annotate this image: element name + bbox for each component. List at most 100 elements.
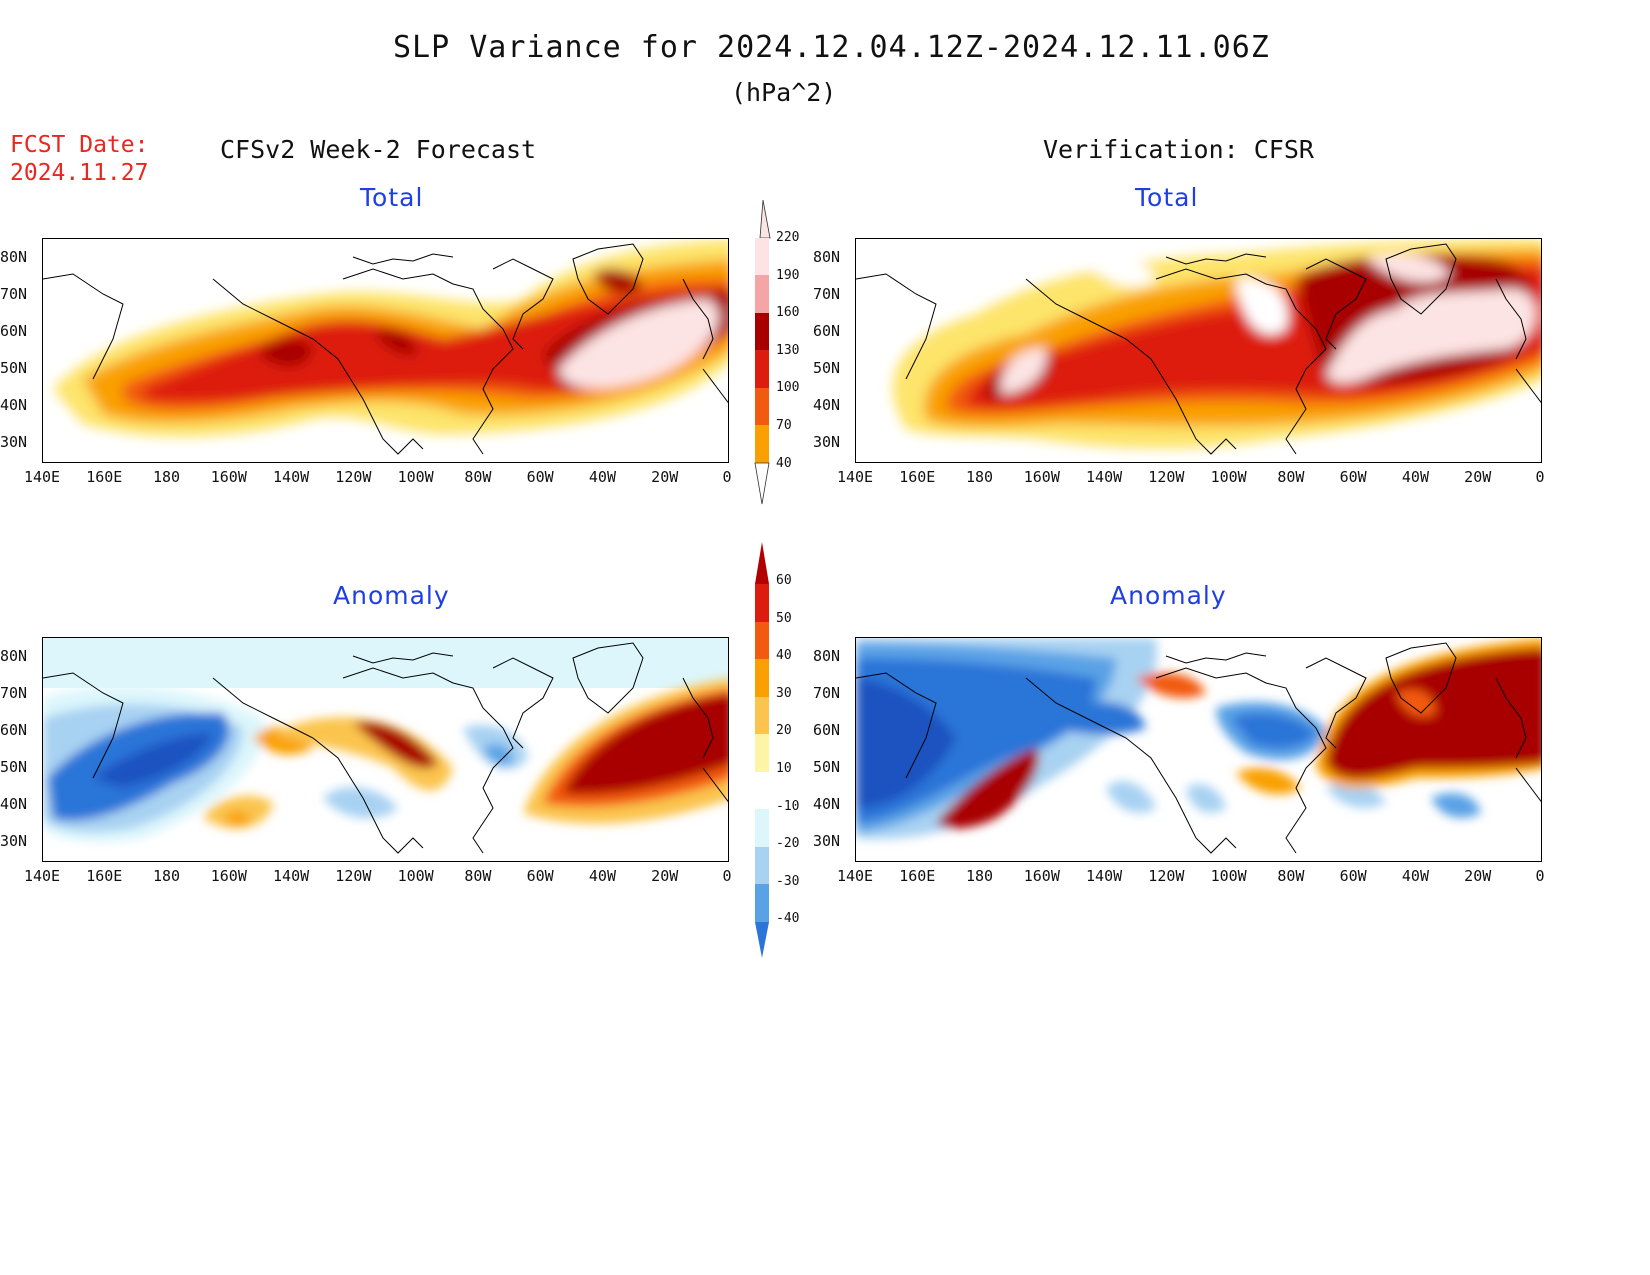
units-label: (hPa^2) — [731, 78, 837, 107]
lon-tick-label: 140E — [23, 867, 61, 885]
fcst-date-value: 2024.11.27 — [10, 160, 149, 186]
lon-tick-label: 20W — [1464, 867, 1492, 885]
lat-tick-label: 70N — [0, 683, 28, 702]
colorbar-anomaly-tick: 60 — [776, 573, 792, 588]
lon-tick-label: 120W — [1148, 468, 1185, 486]
lon-tick-label: 160W — [210, 468, 247, 486]
panel-title-verification-total: Total — [1135, 183, 1199, 212]
lat-tick-label: 50N — [813, 359, 841, 378]
lon-tick-label: 60W — [526, 867, 554, 885]
colorbar-anomaly-tick: -30 — [776, 874, 800, 889]
chart-title: SLP Variance for 2024.12.04.12Z-2024.12.… — [393, 30, 1270, 65]
lon-tick-label: 0 — [1535, 468, 1545, 486]
lat-tick-label: 50N — [0, 359, 28, 378]
lon-tick-label: 160E — [86, 468, 123, 486]
lat-tick-label: 70N — [0, 284, 28, 303]
lon-tick-label: 80W — [1277, 867, 1305, 885]
colorbar-total-tick: 70 — [776, 418, 792, 433]
lon-tick-label: 40W — [1401, 867, 1429, 885]
lat-tick-label: 50N — [813, 758, 841, 777]
lat-tick-label: 30N — [0, 832, 28, 851]
lat-tick-label: 40N — [813, 795, 841, 814]
lon-tick-label: 140W — [273, 468, 310, 486]
lat-tick-label: 40N — [813, 396, 841, 415]
map-verification-anomaly — [855, 637, 1542, 862]
map-forecast-total — [42, 238, 729, 463]
colorbar-total-tick: 130 — [776, 343, 800, 358]
panel-title-forecast-anomaly: Anomaly — [333, 581, 450, 610]
lon-tick-label: 100W — [397, 867, 434, 885]
colorbar-anomaly-tick: 20 — [776, 723, 792, 738]
colorbar-anomaly-tick: -10 — [776, 799, 800, 814]
lon-tick-label: 120W — [335, 468, 372, 486]
lon-tick-label: 180 — [965, 867, 994, 885]
lon-tick-label: 0 — [722, 468, 732, 486]
lon-tick-label: 40W — [588, 468, 616, 486]
colorbar-total-tick: 100 — [776, 380, 800, 395]
lat-tick-label: 80N — [813, 646, 841, 665]
lon-tick-label: 140E — [836, 867, 874, 885]
lat-tick-label: 70N — [813, 683, 841, 702]
colorbar-anomaly-tick: -20 — [776, 836, 800, 851]
colorbar-total-tick: 40 — [776, 456, 792, 471]
lon-tick-label: 60W — [1339, 867, 1367, 885]
panel-title-forecast-total: Total — [360, 183, 424, 212]
colorbar-total-tick: 190 — [776, 268, 800, 283]
lon-tick-label: 180 — [152, 468, 181, 486]
lon-tick-label: 160E — [899, 468, 936, 486]
lon-tick-label: 80W — [1277, 468, 1305, 486]
lon-tick-label: 160W — [210, 867, 247, 885]
lon-tick-label: 140W — [273, 867, 310, 885]
lat-tick-label: 60N — [813, 720, 841, 739]
lat-tick-label: 80N — [0, 247, 28, 266]
colorbar-anomaly-tick: 50 — [776, 611, 792, 626]
colorbar-total-tick: 160 — [776, 305, 800, 320]
lon-tick-label: 60W — [1339, 468, 1367, 486]
lat-tick-label: 60N — [0, 321, 28, 340]
fcst-date-label: FCST Date: — [10, 132, 149, 158]
lon-tick-label: 140E — [836, 468, 874, 486]
lon-tick-label: 40W — [588, 867, 616, 885]
lon-tick-label: 100W — [1210, 468, 1247, 486]
lat-tick-label: 30N — [813, 433, 841, 452]
lat-tick-label: 70N — [813, 284, 841, 303]
lon-tick-label: 120W — [1148, 867, 1185, 885]
lon-tick-label: 120W — [335, 867, 372, 885]
map-verification-total — [855, 238, 1542, 463]
lon-tick-label: 160E — [899, 867, 936, 885]
lon-tick-label: 80W — [464, 867, 492, 885]
lon-tick-label: 0 — [1535, 867, 1545, 885]
forecast-column-title: CFSv2 Week-2 Forecast — [220, 135, 537, 164]
colorbar-anomaly-tick: 10 — [776, 761, 792, 776]
colorbar-total-tick: 220 — [776, 230, 800, 245]
lon-tick-label: 0 — [722, 867, 732, 885]
colorbar-anomaly-tick: 30 — [776, 686, 792, 701]
lon-tick-label: 100W — [1210, 867, 1247, 885]
verification-column-title: Verification: CFSR — [1043, 135, 1314, 164]
lon-tick-label: 180 — [965, 468, 994, 486]
lat-tick-label: 30N — [813, 832, 841, 851]
lat-tick-label: 60N — [813, 321, 841, 340]
lat-tick-label: 40N — [0, 795, 28, 814]
lon-tick-label: 140E — [23, 468, 61, 486]
lon-tick-label: 160W — [1023, 468, 1060, 486]
lon-tick-label: 140W — [1086, 468, 1123, 486]
lat-tick-label: 80N — [0, 646, 28, 665]
lat-tick-label: 80N — [813, 247, 841, 266]
colorbar-total — [754, 199, 771, 505]
lon-tick-label: 180 — [152, 867, 181, 885]
lon-tick-label: 20W — [1464, 468, 1492, 486]
lon-tick-label: 100W — [397, 468, 434, 486]
lon-tick-label: 40W — [1401, 468, 1429, 486]
lat-tick-label: 40N — [0, 396, 28, 415]
map-forecast-anomaly — [42, 637, 729, 862]
panel-title-verification-anomaly: Anomaly — [1110, 581, 1227, 610]
lat-tick-label: 50N — [0, 758, 28, 777]
colorbar-anomaly-tick: -40 — [776, 911, 800, 926]
lon-tick-label: 160E — [86, 867, 123, 885]
lon-tick-label: 80W — [464, 468, 492, 486]
colorbar-anomaly — [755, 542, 769, 958]
colorbar-anomaly-tick: 40 — [776, 648, 792, 663]
lon-tick-label: 20W — [651, 468, 679, 486]
lon-tick-label: 160W — [1023, 867, 1060, 885]
